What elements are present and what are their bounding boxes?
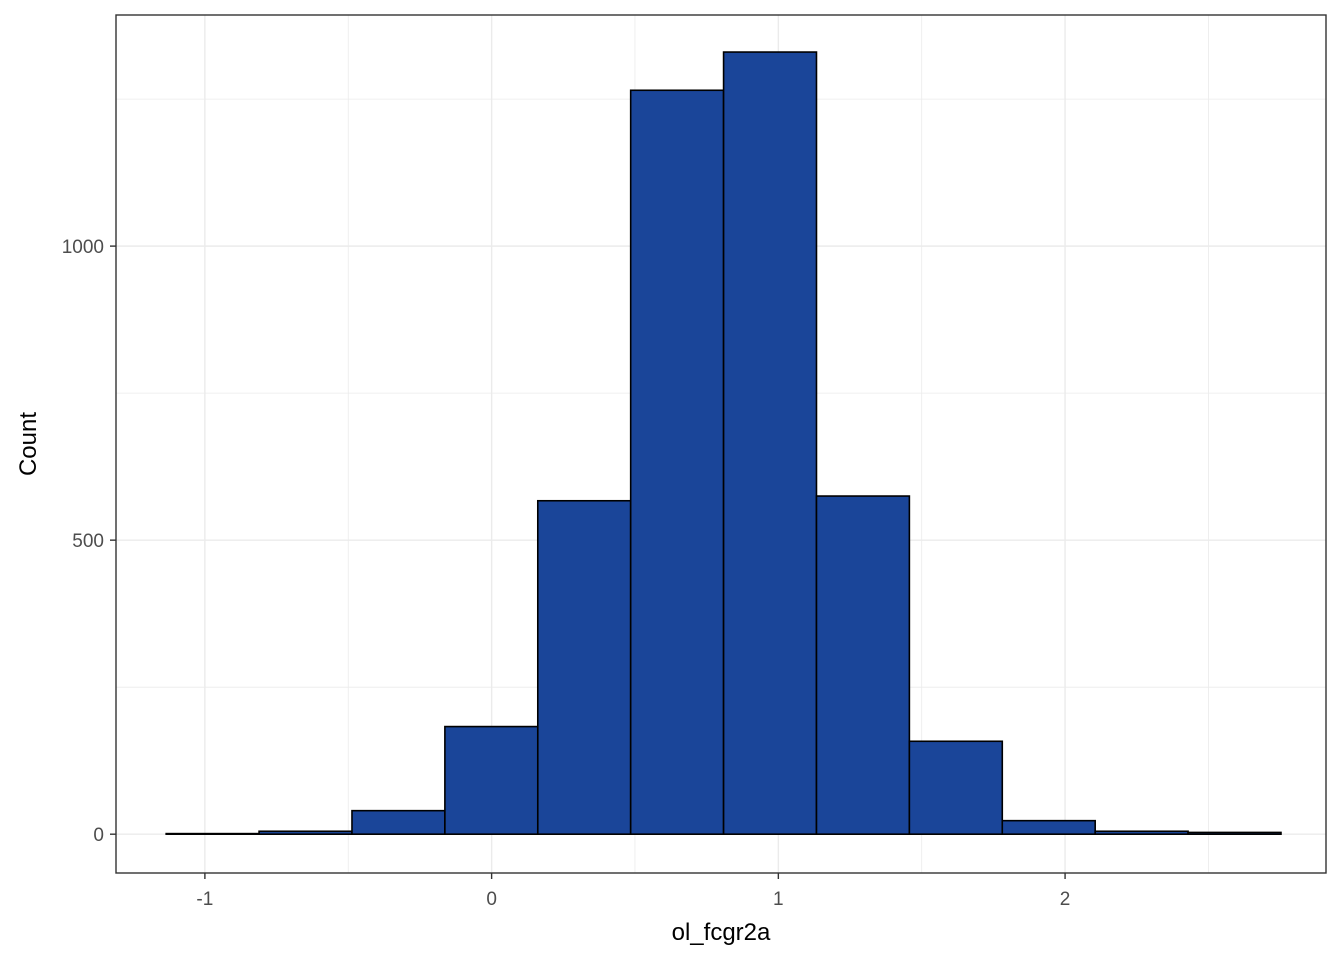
histogram-bar xyxy=(908,740,1004,835)
y-tick-label: 500 xyxy=(72,531,104,552)
histogram-bar xyxy=(1094,830,1189,835)
histogram-bar xyxy=(1187,831,1282,835)
histogram-bar xyxy=(444,725,539,835)
histogram-bar xyxy=(536,499,632,835)
x-tick-label: -1 xyxy=(196,889,213,910)
y-tick-label: 0 xyxy=(93,825,104,846)
histogram-bar xyxy=(815,495,911,835)
x-tick-label: 0 xyxy=(486,889,497,910)
x-tick-label: 2 xyxy=(1060,889,1071,910)
panel-border xyxy=(115,14,1327,874)
histogram-bar xyxy=(722,51,818,835)
histogram-bar xyxy=(629,89,725,835)
axis-ticks: -1 0 1 2 0 500 1000 xyxy=(62,237,1071,910)
histogram-bar xyxy=(165,832,260,835)
histogram-bars xyxy=(165,51,1282,835)
histogram-bar xyxy=(258,830,353,835)
y-tick-label: 1000 xyxy=(62,237,104,258)
x-axis-title: ol_fcgr2a xyxy=(672,919,771,946)
histogram-bar xyxy=(351,809,446,835)
histogram-bar xyxy=(1001,819,1096,835)
y-axis-title: Count xyxy=(15,412,42,476)
x-tick-label: 1 xyxy=(773,889,784,910)
